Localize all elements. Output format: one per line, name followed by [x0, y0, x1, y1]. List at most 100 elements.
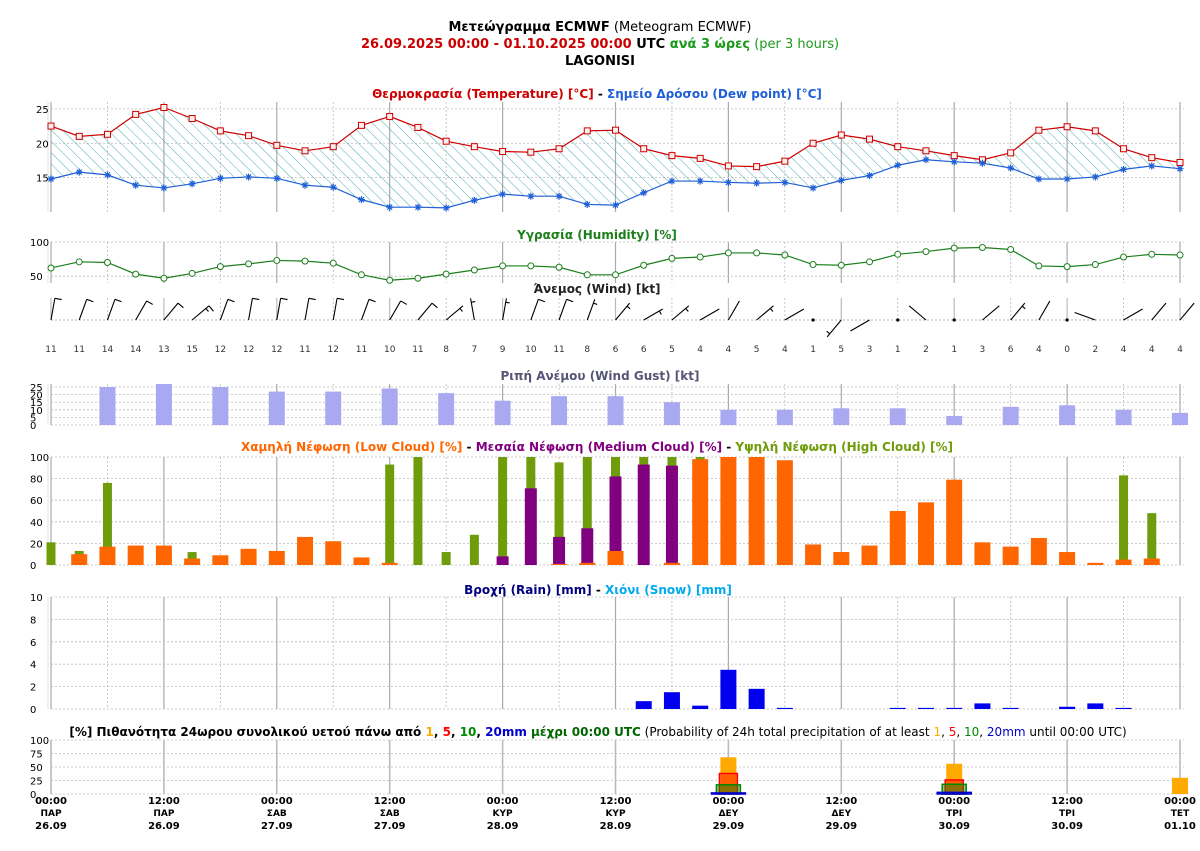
humidity-point	[724, 249, 732, 257]
gust-bar	[1002, 406, 1019, 425]
wind-speed-label: 4	[697, 345, 703, 355]
prob-ytick-label: 50	[30, 763, 43, 774]
wind-speed-label: 3	[980, 345, 986, 355]
prob-t5: 5	[443, 725, 451, 739]
prob-20mm-bar	[710, 792, 747, 795]
humidity-point	[132, 270, 140, 278]
high-cloud-bar	[554, 462, 564, 565]
cloud-ytick-label: 40	[30, 518, 43, 529]
wind-speed-label: 11	[356, 345, 367, 355]
low-cloud-bar	[212, 555, 229, 565]
dewpoint-point	[442, 204, 450, 212]
dewpoint-point	[47, 175, 55, 183]
wind-barb-shaft	[1151, 302, 1167, 321]
wind-barb-feather	[252, 297, 260, 301]
gust-bar	[381, 388, 398, 425]
gust-bar	[494, 400, 511, 425]
humidity-point	[470, 266, 478, 274]
low-cloud-bar	[974, 542, 991, 565]
humidity-point	[809, 261, 817, 269]
humidity-panel-title: Υγρασία (Humidity) [%]	[516, 228, 677, 242]
humidity-point	[216, 263, 224, 271]
temperature-point	[922, 147, 930, 155]
wind-calm-dot	[896, 318, 900, 322]
humidity-point	[442, 270, 450, 278]
low-cloud-bar	[353, 557, 370, 565]
rain-bar	[1002, 707, 1019, 709]
wind-barb-shaft	[643, 308, 664, 321]
x-day-label: ΤΕΤ	[1171, 809, 1190, 819]
wind-speed-label: 5	[754, 345, 760, 355]
x-date-label: 27.09	[374, 821, 406, 832]
dewpoint-point	[160, 184, 168, 192]
wind-barb-feather	[431, 302, 438, 309]
temp-title-sep: -	[594, 87, 607, 101]
humidity-point	[950, 244, 958, 252]
dewpoint-point	[1148, 162, 1156, 170]
x-day-label: ΤΡΙ	[946, 809, 962, 819]
prob-c1: ,	[434, 725, 443, 739]
prob-t1: 1	[425, 725, 433, 739]
wind-barb-feather	[400, 300, 408, 305]
cloud-title-sep2: -	[722, 440, 735, 454]
prob-e1: 1	[933, 725, 941, 739]
wind-barb-shaft	[1179, 302, 1195, 321]
wind-barb-shaft	[219, 299, 229, 321]
medium-cloud-bar	[524, 488, 537, 565]
temperature-point	[1148, 154, 1156, 162]
low-cloud-bar	[692, 459, 709, 565]
dewpoint-point	[188, 180, 196, 188]
x-time-label: 12:00	[1051, 796, 1083, 807]
wind-speed-label: 8	[584, 345, 590, 355]
wind-barb-shaft	[276, 298, 282, 321]
wind-speed-label: 12	[271, 345, 282, 355]
low-cloud-bar	[240, 548, 257, 565]
temperature-point	[414, 123, 422, 131]
humidity-point	[414, 274, 422, 282]
humidity-point	[612, 271, 619, 279]
x-date-label: 27.09	[261, 821, 293, 832]
wind-speed-label: 11	[412, 345, 423, 355]
temperature-point	[1007, 149, 1015, 157]
low-cloud-bar	[297, 536, 314, 565]
wind-barb-feather	[177, 302, 184, 309]
cloud-ytick-label: 100	[30, 453, 49, 464]
high-cloud-bar	[1147, 513, 1157, 565]
rain-panel-title: Βροχή (Rain) [mm] - Χιόνι (Snow) [mm]	[464, 583, 732, 597]
rain-bar	[917, 707, 934, 709]
wind-barb-shaft	[727, 300, 740, 321]
range-sep: -	[489, 37, 503, 52]
x-time-label: 12:00	[374, 796, 406, 807]
wind-speed-label: 1	[951, 345, 957, 355]
humidity-point	[160, 274, 168, 282]
wind-barb-shaft	[445, 305, 464, 321]
cloud-panel-title: Χαμηλή Νέφωση (Low Cloud) [%] - Μεσαία Ν…	[241, 440, 953, 454]
humidity-point	[1035, 262, 1043, 270]
low-cloud-bar	[1002, 546, 1019, 565]
prob-title-pre: [%] Πιθανότητα 24ωρου συνολικού υετού πά…	[69, 725, 425, 739]
humidity-point	[1120, 253, 1128, 261]
temperature-point	[386, 112, 394, 120]
wind-calm-dot	[952, 318, 956, 322]
wind-barb-shaft	[78, 299, 88, 321]
wind-barb-half-feather	[593, 302, 598, 305]
dewpoint-point	[668, 177, 676, 185]
wind-speed-label: 12	[215, 345, 226, 355]
wind-speed-label: 14	[102, 345, 114, 355]
temperature-point	[612, 126, 619, 134]
temperature-point	[696, 154, 704, 162]
gust-ytick-label: 15	[30, 398, 43, 409]
dewpoint-point	[301, 181, 309, 189]
prob-ytick-label: 0	[30, 790, 36, 801]
wind-speed-label: 15	[186, 345, 197, 355]
x-date-label: 29.09	[825, 821, 857, 832]
high-cloud-bar	[582, 457, 592, 565]
temperature-point	[1035, 126, 1043, 134]
dewpoint-point	[1091, 173, 1099, 181]
dewpoint-point	[894, 161, 902, 169]
wind-barb-half-feather	[626, 305, 631, 310]
humidity-point	[245, 260, 253, 268]
dewpoint-point	[583, 200, 591, 208]
prob-ec2: ,	[956, 725, 964, 739]
range-start: 26.09.2025 00:00	[361, 37, 489, 52]
